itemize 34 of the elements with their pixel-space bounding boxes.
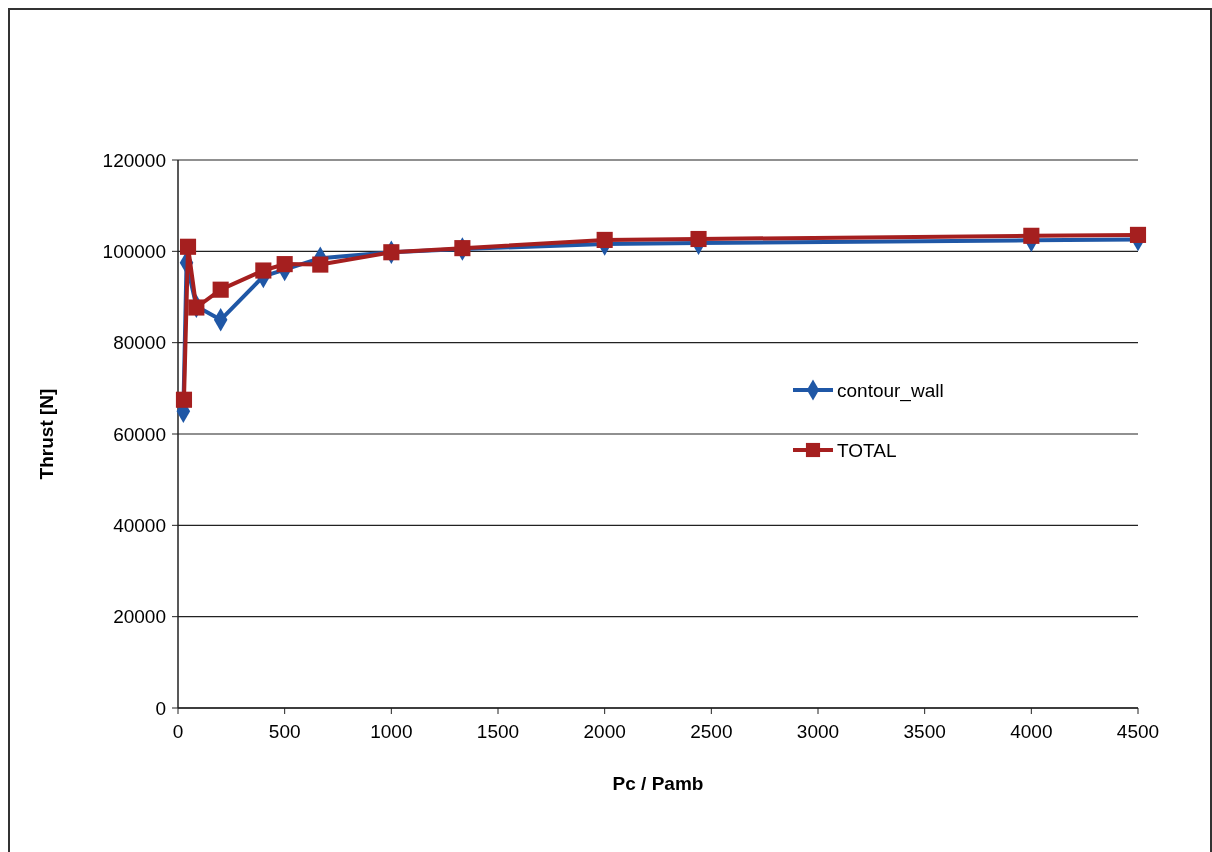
x-tick-label: 4500 [1116, 721, 1160, 742]
point [1023, 227, 1040, 244]
y-tick-label: 0 [155, 697, 166, 719]
point [179, 238, 197, 255]
x-tick-label: 4000 [1010, 721, 1053, 742]
x-tick-label: 2000 [583, 721, 626, 742]
point [255, 262, 272, 279]
x-tick-label: 500 [268, 721, 301, 742]
point [312, 256, 329, 273]
y-tick-label: 20000 [113, 606, 166, 628]
x-tick-label: 0 [172, 721, 184, 742]
x-tick-label: 3000 [796, 721, 840, 742]
y-tick-label: 100000 [102, 240, 166, 262]
x-tick-label: 1000 [370, 721, 413, 742]
point [188, 299, 205, 316]
y-axis-title: Thrust [N] [36, 388, 57, 480]
point [596, 231, 613, 248]
point [690, 230, 707, 248]
y-tick-label: 40000 [113, 514, 166, 536]
y-tick-label: 60000 [113, 423, 166, 445]
legend-label: TOTAL [837, 439, 897, 461]
y-tick-label: 120000 [102, 149, 166, 171]
y-tick-label: 80000 [113, 332, 166, 354]
point [276, 256, 293, 273]
point [212, 281, 229, 298]
x-tick-label: 1500 [476, 721, 520, 742]
point [454, 240, 471, 257]
x-axis-title: Pc / Pamb [612, 773, 704, 794]
point [383, 244, 400, 261]
x-tick-label: 3500 [903, 721, 946, 742]
point [175, 391, 193, 408]
point [1129, 226, 1147, 243]
x-tick-label: 2500 [690, 721, 733, 742]
legend-label: contour_wall [837, 379, 944, 402]
